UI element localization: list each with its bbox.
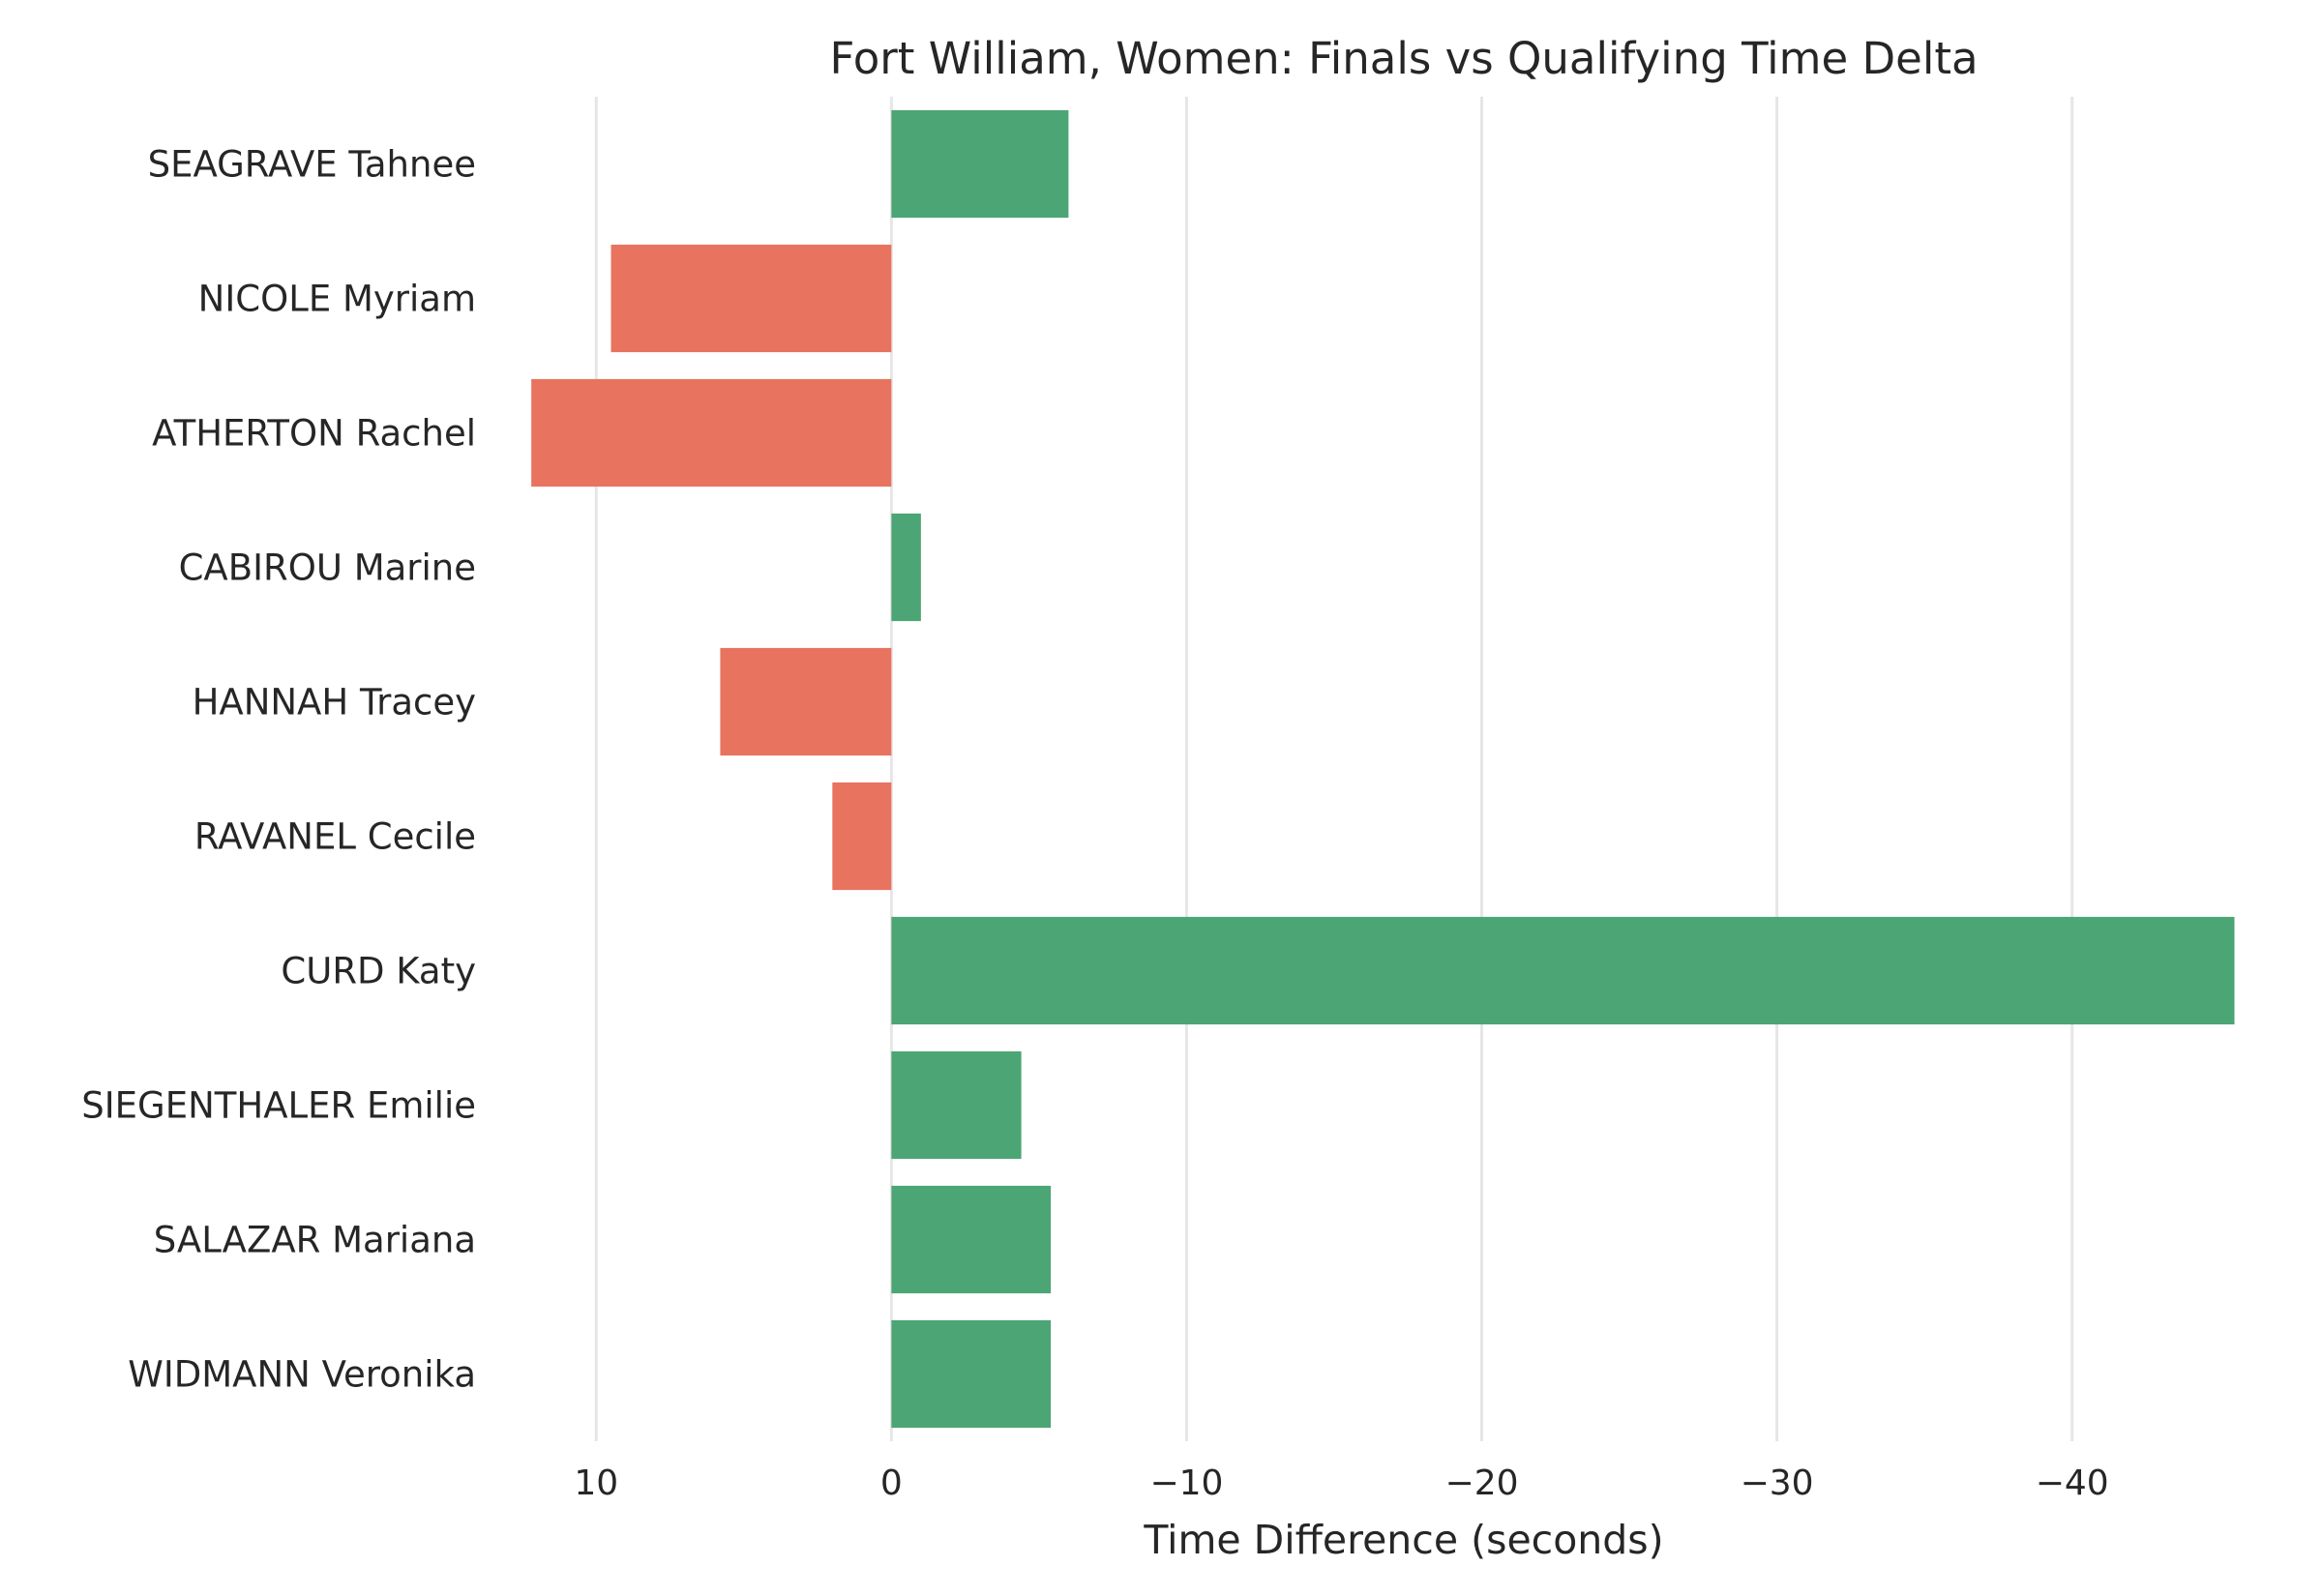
category-label: SEAGRAVE Tahnee: [148, 144, 476, 186]
x-tick-label: −10: [1149, 1463, 1223, 1503]
x-axis-title: Time Difference (seconds): [1143, 1517, 1663, 1563]
bar-nicole-myriam: [610, 244, 892, 353]
bar-curd-katy: [891, 916, 2235, 1025]
bar-salazar-mariana: [891, 1185, 1052, 1294]
category-label: WIDMANN Veronika: [128, 1354, 476, 1396]
bar-cabirou-marine: [891, 513, 921, 622]
x-tick-labels: 10 0 −10 −20 −30 −40: [574, 1463, 2108, 1503]
category-label: NICOLE Myriam: [198, 279, 476, 320]
x-tick-label: −20: [1445, 1463, 1519, 1503]
bar-siegenthaler-emilie: [891, 1050, 1022, 1160]
category-label: SALAZAR Mariana: [154, 1220, 476, 1261]
category-label: SIEGENTHALER Emilie: [81, 1085, 476, 1127]
category-label: HANNAH Tracey: [193, 682, 476, 724]
bar-seagrave-tahnee: [891, 109, 1069, 219]
category-label: ATHERTON Rachel: [152, 413, 476, 455]
x-tick-label: −30: [1741, 1463, 1814, 1503]
x-tick-label: 0: [880, 1463, 903, 1503]
category-labels: SEAGRAVE Tahnee NICOLE Myriam ATHERTON Rac…: [81, 144, 476, 1396]
bar-hannah-tracey: [720, 647, 892, 756]
bar-widmann-veronika: [891, 1319, 1052, 1429]
category-label: CURD Katy: [281, 951, 476, 992]
x-tick-label: −40: [2036, 1463, 2109, 1503]
bar-ravanel-cecile: [832, 782, 892, 891]
category-label: CABIROU Marine: [179, 547, 476, 589]
chart-title: Fort William, Women: Finals vs Qualifyin…: [829, 33, 1978, 84]
bar-atherton-rachel: [531, 378, 892, 488]
bars: [531, 109, 2235, 1429]
category-label: RAVANEL Cecile: [194, 816, 476, 858]
x-tick-label: 10: [574, 1463, 618, 1503]
